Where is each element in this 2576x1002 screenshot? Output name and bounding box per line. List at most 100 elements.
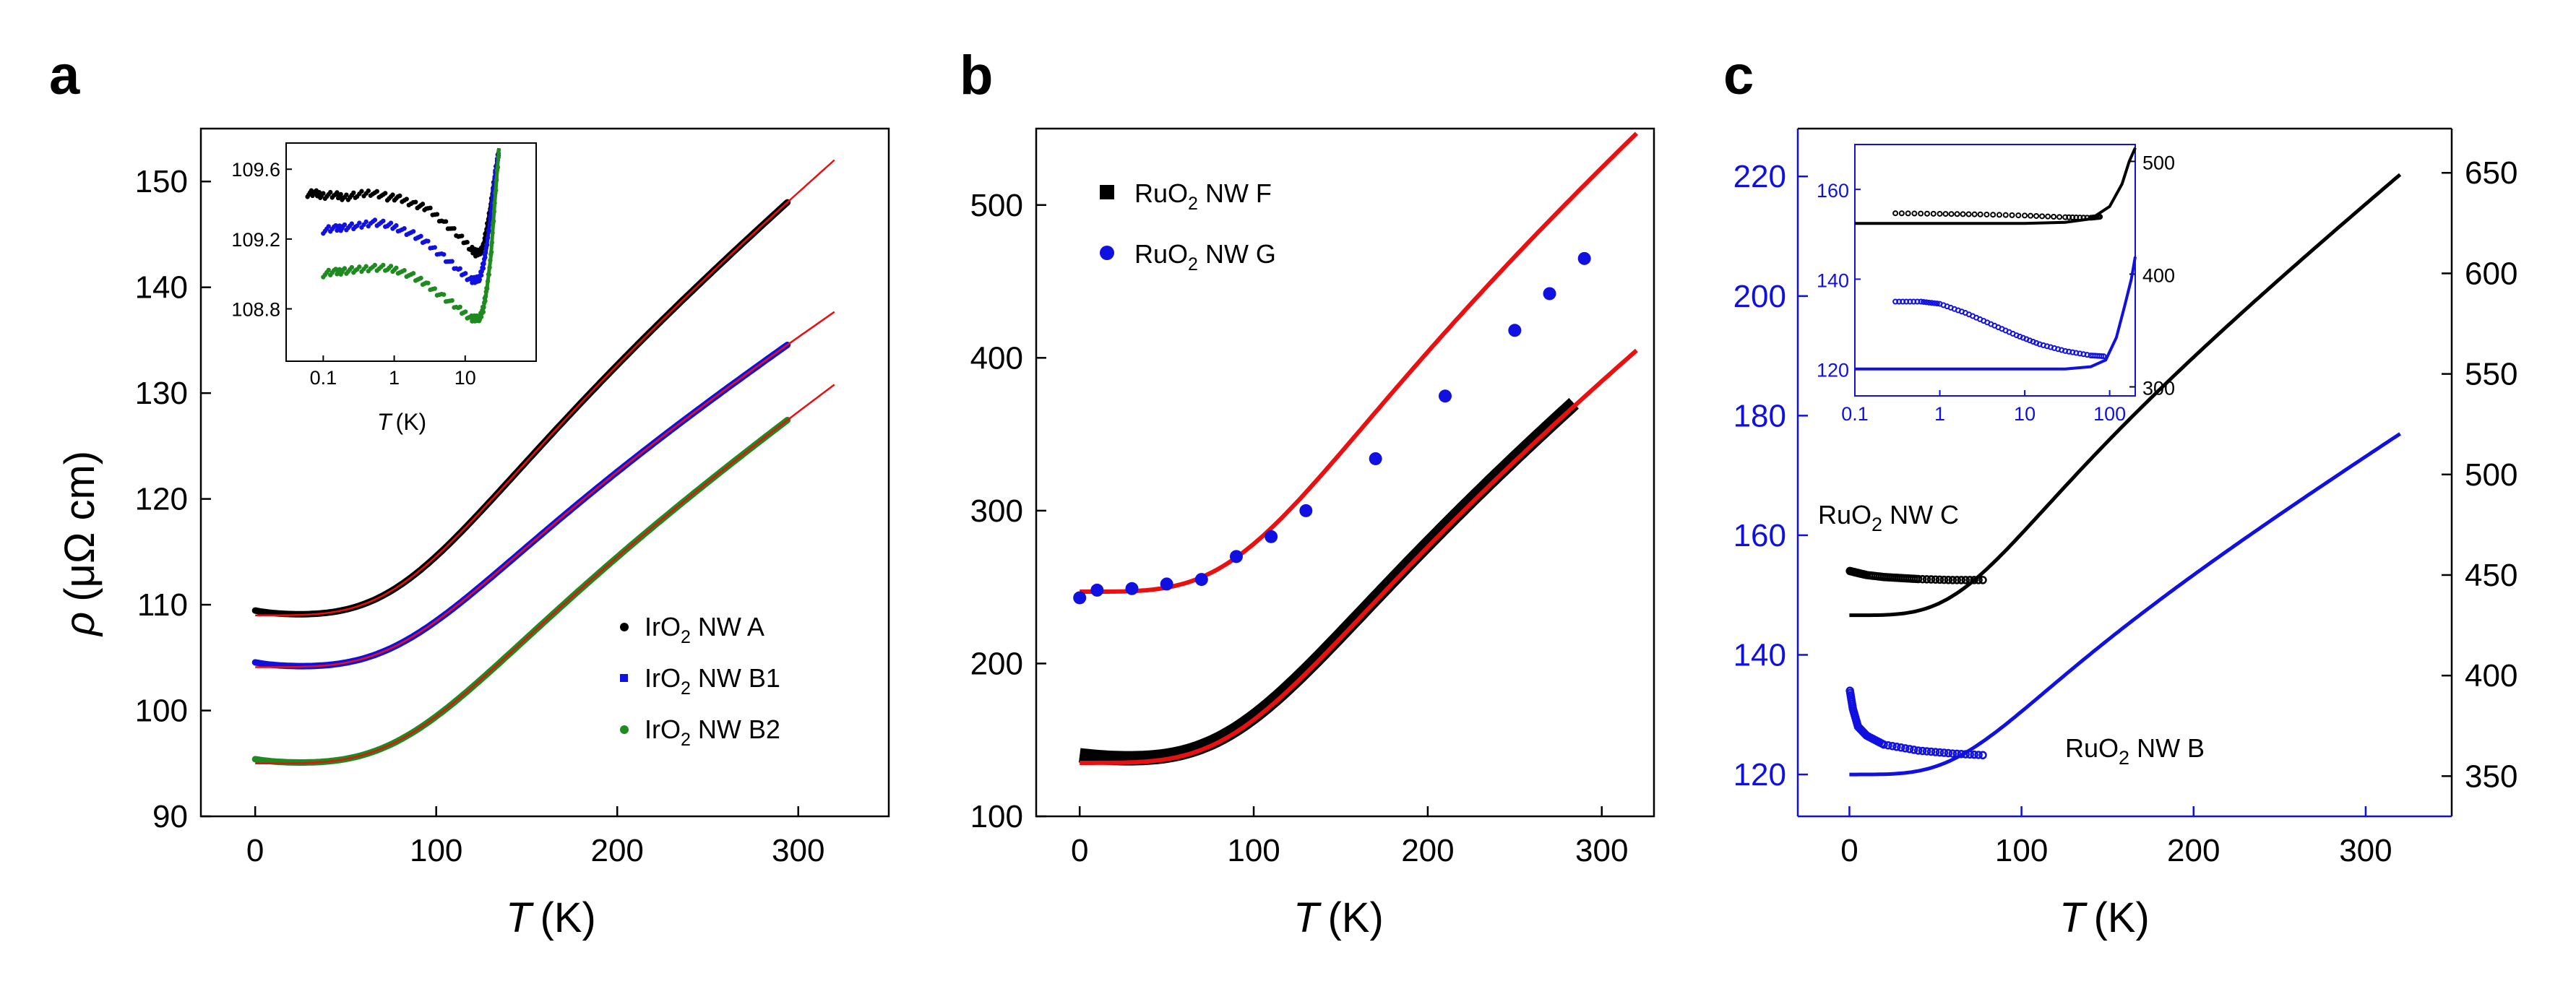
panel-c-ltick-label: 140 [1733,637,1786,673]
panel-c-rtick-label: 500 [2465,457,2517,493]
label-text-post: NW B [2129,733,2205,763]
inset-a-point-1 [410,229,416,234]
legend-text-pre: RuO [1134,239,1188,269]
inset-a-point-1 [363,219,369,225]
legend-text-sub: 2 [1188,254,1198,275]
panel-c-fit-1 [1849,432,2401,777]
label-text-post: NW C [1882,500,1959,530]
panel-c-ticks: 0 100 200 300 120 140 160 180 200 220 350 400 450 500… [1733,155,2518,868]
legend-text-sub: 2 [681,730,691,750]
inset-c-point-0 [2056,214,2063,220]
inset-a-point-0 [434,212,440,217]
panel-c-point-0 [1957,576,1965,584]
panel-b-xtick-label: 100 [1227,833,1280,868]
panel-c-point-1 [1939,748,1949,757]
panel-a-ytick-label: 110 [137,587,188,623]
legend-text-pre: IrO [645,663,681,693]
panel-a-ytick-label: 150 [135,164,188,199]
inset-a-point-2 [432,286,437,291]
panel-c-point-1 [1978,751,1987,760]
inset-c-point-0 [2022,212,2028,219]
panel-c-rtick-label: 600 [2465,256,2517,291]
inset-c-point-0 [2033,212,2040,219]
panel-b-xlabel: T (K) [1293,894,1384,941]
inset-c-point-0 [1905,210,1911,217]
panel-c-point-1 [1884,740,1892,750]
inset-a-point-1 [441,251,447,257]
inset-a-point-0 [428,205,433,211]
panel-c-xlabel: T (K) [2059,894,2150,941]
inset-a-point-0 [309,188,314,193]
inset-a-point-1 [394,223,399,228]
panel-c-xlabel-unit: (K) [2093,894,2149,941]
inset-c-xtick-label: 100 [2093,403,2126,425]
inset-a-point-0 [374,189,379,194]
legend-text-post: NW F [1198,178,1272,208]
inset-a-point-2 [349,264,355,270]
panel-c-point-0 [1918,574,1927,584]
inset-c-point-0 [2039,213,2046,220]
panel-a-ytick-label: 120 [135,482,188,517]
inset-c-point-0 [2051,213,2057,220]
inset-a-point-2 [342,266,348,271]
inset-a-point-0 [344,192,349,197]
inset-a-point-2 [462,309,468,314]
panel-a-ylabel-symbol: ρ [56,612,103,637]
panel-c-ltick-label: 220 [1733,159,1786,194]
panel-b-point-G [1073,591,1087,605]
panel-c-point-0 [1965,576,1974,584]
panel-c-point-1 [1935,748,1944,757]
panel-a-ytick-label: 100 [135,694,188,729]
panel-a-xlabel-unit: (K) [540,894,595,941]
panel-b-point-G [1265,530,1278,543]
label-text-sub: 2 [1871,514,1882,535]
inset-a-point-1 [372,217,378,223]
panel-c-point-1 [1952,749,1962,759]
panel-c-point-1 [1961,750,1970,759]
inset-c-xtick-label: 10 [2014,403,2036,425]
inset-a-point-0 [328,189,333,195]
panel-a-frame [199,127,890,818]
panel-a-xtick-label: 200 [590,833,643,868]
panel-a-xlabel: T (K) [506,894,596,941]
panel-c-point-0 [1974,576,1983,584]
panel-b-fit-0 [1080,348,1638,765]
panel-c-point-1 [1965,750,1974,759]
inset-c-point-1 [1921,298,1927,305]
panel-b-point-G [1369,452,1382,465]
panel-b-point-G [1438,389,1452,403]
inset-c-point-0 [1954,211,1960,217]
inset-a-point-1 [357,220,362,225]
inset-c-point-0 [1898,210,1905,217]
label-text-sub: 2 [2119,747,2129,769]
panel-c-xtick-label: 0 [1840,833,1858,868]
panel-b-frame [1035,127,1655,818]
panel-c: 0 100 200 300 120 140 160 180 200 220 350 400 450 500… [1733,127,2518,941]
panel-a-fit-2 [255,384,835,765]
panel-a-fit-1 [255,311,835,668]
inset-a-point-1 [449,259,455,264]
panel-a-letter: a [49,45,80,106]
inset-c-point-0 [2002,212,2009,218]
panel-a-legend-label-2: IrO2 NW B2 [645,714,780,750]
inset-c-point-1 [2098,353,2105,359]
inset-c-ltick-label: 120 [1817,360,1849,381]
panel-c-point-1 [1931,748,1940,756]
panel-c-point-1 [1970,750,1978,759]
panel-a-xtick-label: 0 [246,833,264,868]
panel-c-point-0 [1926,575,1936,584]
panel-a-ytick-label: 130 [135,376,188,411]
inset-a-point-0 [413,199,418,204]
panel-c-rtick-label: 400 [2465,658,2517,694]
panel-c-xlabel-symbol: T [2059,894,2088,941]
inset-c-point-0 [2028,212,2034,219]
inset-a-point-0 [443,219,449,224]
panel-c-point-0 [1961,576,1970,584]
inset-c-point-0 [1924,210,1930,217]
legend-text-pre: RuO [1134,178,1188,208]
panel-c-point-1 [1879,740,1888,749]
inset-c-point-1 [1918,298,1924,305]
